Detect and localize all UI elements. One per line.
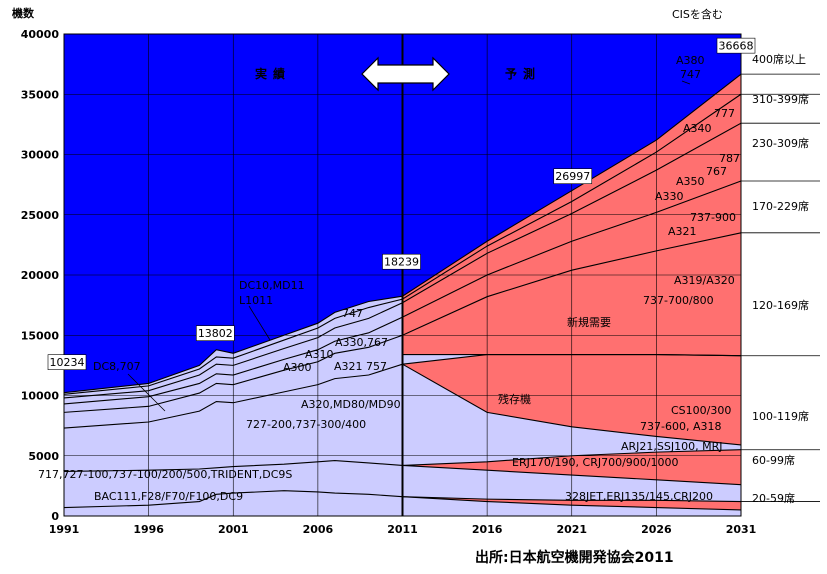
y-tick-label: 15000 — [21, 329, 60, 342]
value-label: 10234 — [50, 356, 85, 369]
annotation-bac: BAC111,F28/F70/F100,DC9 — [94, 490, 243, 503]
x-tick-label: 2006 — [303, 523, 334, 536]
y-tick-label: 35000 — [21, 88, 60, 101]
annotation-dc10: DC10,MD11 — [239, 279, 305, 292]
new-demand-bottom-line — [402, 353, 742, 357]
value-label-box — [716, 37, 756, 54]
annotation-a330_767: A330,767 — [335, 336, 388, 349]
y-tick-label: 5000 — [28, 450, 59, 463]
boundary-line — [63, 122, 742, 399]
x-tick-label: 2026 — [641, 523, 672, 536]
annotation-cs: CS100/300 — [671, 404, 731, 417]
series-lines — [63, 34, 742, 516]
retired-boundary-line — [402, 363, 742, 446]
annotation-remaining: 残存機 — [498, 392, 531, 406]
forecast-label: 予測 — [505, 66, 541, 81]
retired-boundary-line — [402, 464, 742, 486]
y-tick-label: 20000 — [21, 269, 60, 282]
y-axis-label: 機数 — [12, 6, 35, 20]
y-tick-label: 10000 — [21, 390, 60, 403]
boundary-line — [63, 490, 742, 509]
value-label-box — [196, 325, 235, 341]
value-label: 18239 — [384, 256, 419, 269]
boundary-line — [63, 232, 742, 413]
annotation-a300: A300 — [283, 361, 312, 374]
boundary-line — [63, 449, 742, 472]
annotation-erj135: 328JET,ERJ135/145,CRJ200 — [565, 490, 713, 503]
boundary-line — [63, 73, 742, 394]
boundary-line — [63, 180, 742, 405]
plot-frame — [63, 33, 742, 517]
leader-line — [248, 305, 271, 341]
segment-label: 170-229席 — [752, 199, 809, 213]
value-label: 13802 — [198, 327, 233, 340]
annotation-a321: A321 — [668, 225, 697, 238]
annotation-a320_md: A320,MD80/MD90 — [301, 398, 401, 411]
x-tick-label: 2011 — [387, 523, 418, 536]
annotation-a340: A340 — [683, 122, 712, 135]
y-tick-label: 0 — [51, 510, 59, 523]
x-tick-label: 2021 — [556, 523, 587, 536]
annotation-b747: 747 — [680, 68, 701, 81]
segment-label: 60-99席 — [752, 453, 795, 467]
leader-line — [127, 373, 166, 412]
annotation-a330: A330 — [655, 190, 684, 203]
x-tick-label: 1991 — [49, 523, 80, 536]
boundary-line — [63, 93, 742, 395]
annotation-b727: 727-200,737-300/400 — [246, 418, 366, 431]
annotation-b737_700: 737-700/800 — [643, 294, 714, 307]
y-tick-label: 25000 — [21, 209, 60, 222]
segment-label: 400席以上 — [752, 52, 806, 66]
actual-label: 実績 — [255, 66, 291, 81]
x-tick-label: 2001 — [218, 523, 249, 536]
annotation-old_717: 717,727-100,737-100/200/500,TRIDENT,DC9S — [38, 468, 292, 481]
segment-label: 230-309席 — [752, 136, 809, 150]
x-tick-label: 2031 — [726, 523, 757, 536]
axes: 0 5000 10000 15000 20000 25000 30000 35000 40000… — [21, 28, 757, 536]
annotation-a350: A350 — [676, 175, 705, 188]
annotation-b787: 787 — [719, 152, 740, 165]
retired-boundary-line — [402, 496, 742, 511]
value-label: 26997 — [555, 170, 590, 183]
x-tick-label: 1996 — [133, 523, 164, 536]
leader-line — [681, 80, 691, 85]
annotation-b737_900: 737-900 — [690, 211, 736, 224]
segment-label: 120-169席 — [752, 298, 809, 312]
annotation-a310: A310 — [305, 348, 334, 361]
value-label-box — [382, 253, 421, 270]
segment-label: 20-59席 — [752, 491, 795, 505]
annotation-erj170: ERJ170/190, CRJ700/900/1000 — [512, 456, 679, 469]
annotation-b777: 777 — [714, 107, 735, 120]
y-tick-label: 40000 — [21, 28, 60, 41]
segment-label: 100-119席 — [752, 409, 809, 423]
value-label-box — [553, 168, 593, 184]
value-label-box — [47, 354, 87, 370]
annotation-a319: A319/A320 — [674, 274, 735, 287]
annotation-new_demand: 新規需要 — [567, 315, 611, 329]
annotation-a321_757: A321 757 — [334, 360, 387, 373]
value-label: 36668 — [719, 40, 754, 53]
y-tick-label: 30000 — [21, 149, 60, 162]
annotation-a380: A380 — [676, 54, 705, 67]
annotation-b737_600: 737-600, A318 — [640, 420, 721, 433]
arrow-icon — [361, 56, 450, 92]
top-note: CISを含む — [672, 7, 723, 21]
source-note: 出所:日本航空機開発協会2011 — [475, 549, 674, 566]
annotation-arj: ARJ21,SSJ100, MRJ — [621, 440, 722, 453]
annotation-dc8: DC8,707 — [93, 360, 141, 373]
segment-label: 310-399席 — [752, 92, 809, 106]
x-tick-label: 2016 — [472, 523, 503, 536]
annotation-b747_hist: 747 — [342, 307, 363, 320]
annotation-l1011: L1011 — [239, 294, 273, 307]
annotation-b767: 767 — [706, 165, 727, 178]
